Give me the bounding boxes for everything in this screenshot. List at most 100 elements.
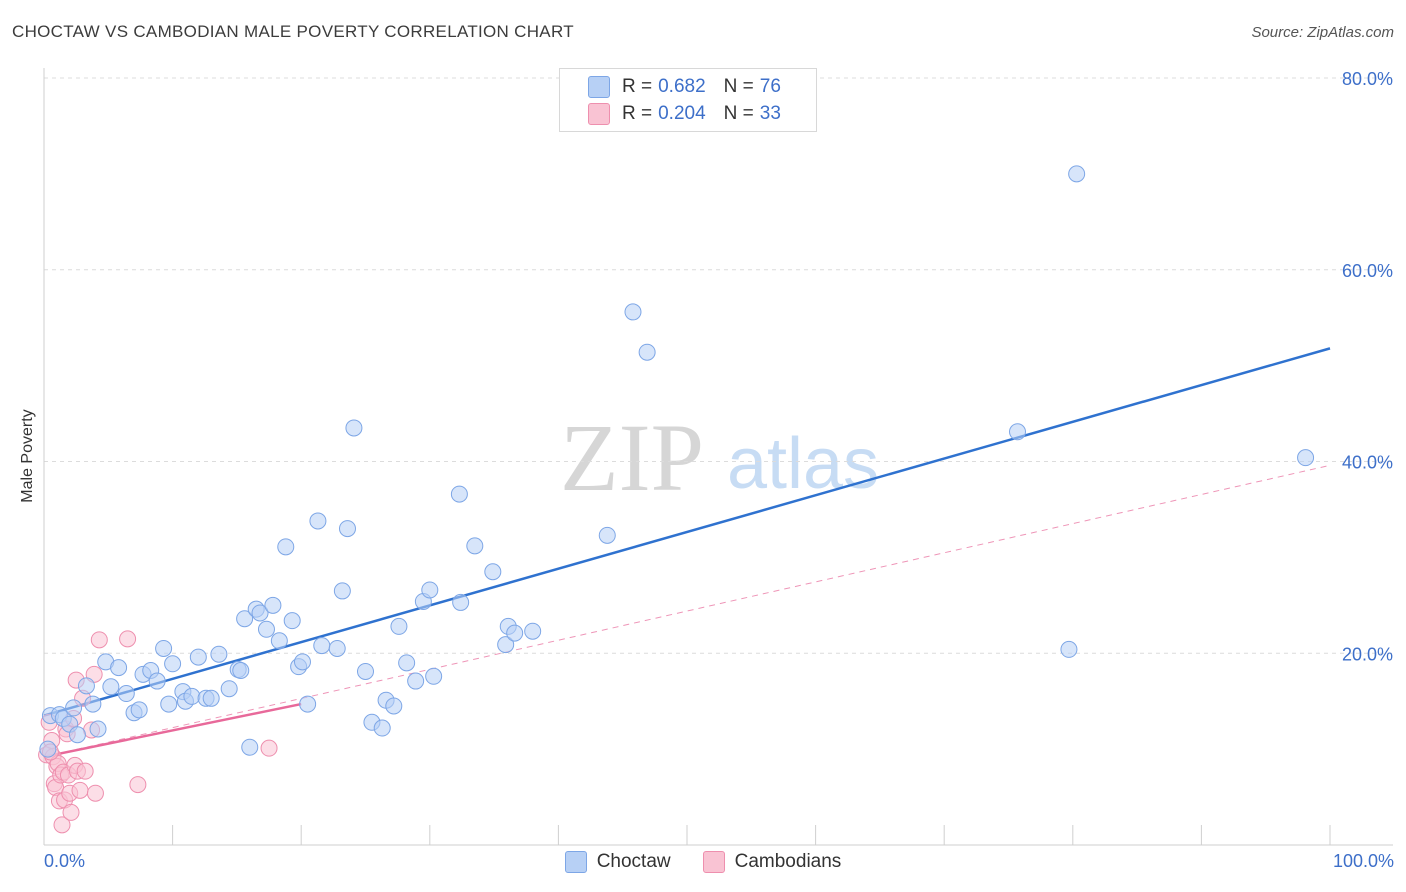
choctaw-point <box>232 662 250 680</box>
choctaw-point <box>84 695 102 713</box>
choctaw-point <box>524 622 542 640</box>
choctaw-point <box>497 636 515 654</box>
choctaw-swatch <box>588 76 610 98</box>
choctaw-point <box>241 738 259 756</box>
cambodian-point <box>260 739 278 757</box>
n-label: N = <box>723 103 754 124</box>
choctaw-point <box>257 620 275 638</box>
y-tick-label: 60.0% <box>1342 261 1393 281</box>
choctaw-point <box>421 581 439 599</box>
choctaw-point <box>328 639 346 657</box>
cambodian-point <box>129 776 147 794</box>
choctaw-point <box>210 645 228 663</box>
cambodian-swatch <box>588 103 610 125</box>
choctaw-point <box>373 719 391 737</box>
choctaw-point <box>299 695 317 713</box>
r-label: R = <box>622 76 653 97</box>
legend-label-choctaw: Choctaw <box>596 851 671 872</box>
choctaw-point <box>398 654 416 672</box>
x-tick-label-max: 100.0% <box>1332 851 1394 871</box>
choctaw-point <box>598 526 616 544</box>
cambodian-point <box>62 803 80 821</box>
choctaw-point <box>236 610 254 628</box>
choctaw-point <box>450 485 468 503</box>
choctaw-points <box>39 165 1315 758</box>
source-label: Source: ZipAtlas.com <box>1251 24 1394 41</box>
choctaw-point <box>309 512 327 530</box>
choctaw-point <box>407 672 425 690</box>
cambodian-point <box>53 816 71 834</box>
axes <box>43 68 1393 846</box>
legend-item-cambodians: Cambodians <box>702 851 842 873</box>
series-legend: Choctaw Cambodians <box>0 851 1406 873</box>
legend-row-cambodian: R = 0.204 N = 33 <box>588 102 781 126</box>
choctaw-point <box>1009 423 1027 441</box>
choctaw-point <box>506 624 524 642</box>
choctaw-swatch <box>564 851 587 873</box>
choctaw-point <box>425 667 443 685</box>
choctaw-point <box>357 662 374 680</box>
cambodian-point <box>76 762 94 780</box>
choctaw-point <box>313 637 331 655</box>
choctaw-point <box>77 677 95 695</box>
choctaw-point <box>39 740 57 758</box>
cambodian-point <box>90 631 108 649</box>
watermark-zip: ZIP <box>560 404 704 511</box>
choctaw-point <box>202 689 220 707</box>
cambodian-point <box>86 784 104 802</box>
choctaw-point <box>130 701 148 719</box>
r-label: R = <box>622 103 653 124</box>
choctaw-point <box>452 593 470 611</box>
watermark: ZIP atlas <box>560 404 879 511</box>
choctaw-point <box>390 617 408 635</box>
choctaw-point <box>277 538 295 556</box>
choctaw-point <box>345 419 363 437</box>
chart-title: CHOCTAW VS CAMBODIAN MALE POVERTY CORREL… <box>12 22 574 41</box>
choctaw-point <box>1297 449 1315 467</box>
choctaw-point <box>1060 640 1078 658</box>
y-tick-labels: 20.0% 40.0% 60.0% 80.0% <box>1342 69 1393 664</box>
choctaw-point <box>65 699 83 717</box>
choctaw-point <box>624 303 642 321</box>
r-value: 0.682 <box>658 76 706 97</box>
legend-item-choctaw: Choctaw <box>564 851 671 873</box>
choctaw-point <box>466 537 484 555</box>
legend-row-choctaw: R = 0.682 N = 76 <box>588 75 781 99</box>
trend-lines <box>43 347 1331 759</box>
cambodian-trend-line <box>43 702 302 759</box>
choctaw-trend-line <box>43 347 1331 717</box>
choctaw-point <box>117 685 135 703</box>
y-tick-label: 40.0% <box>1342 453 1393 473</box>
choctaw-point <box>164 655 182 673</box>
choctaw-point <box>189 648 207 666</box>
grid-lines <box>44 77 1393 654</box>
choctaw-point <box>183 687 201 705</box>
correlation-legend: R = 0.682 N = 76 R = 0.204 N = 33 <box>559 68 817 132</box>
r-value: 0.204 <box>658 103 706 124</box>
x-tick-label-min: 0.0% <box>44 851 86 871</box>
choctaw-point <box>160 695 178 713</box>
watermark-atlas: atlas <box>727 424 879 504</box>
y-tick-label: 80.0% <box>1342 69 1393 89</box>
choctaw-point <box>264 596 282 614</box>
choctaw-point <box>338 520 356 538</box>
choctaw-point <box>293 653 311 671</box>
choctaw-point <box>155 639 173 657</box>
choctaw-point <box>251 604 269 622</box>
choctaw-point <box>110 659 128 677</box>
choctaw-point <box>333 582 351 600</box>
legend-label-cambodians: Cambodians <box>734 851 842 872</box>
cambodian-swatch <box>702 851 725 873</box>
choctaw-point <box>484 563 502 581</box>
n-value: 33 <box>759 103 781 124</box>
choctaw-point <box>385 697 403 715</box>
choctaw-point <box>270 632 288 650</box>
choctaw-point <box>68 726 86 744</box>
cambodian-point <box>71 781 89 799</box>
choctaw-point <box>638 343 656 361</box>
choctaw-point <box>1068 165 1086 183</box>
cambodian-point <box>119 630 137 648</box>
choctaw-point <box>89 720 107 738</box>
choctaw-point <box>102 678 120 696</box>
